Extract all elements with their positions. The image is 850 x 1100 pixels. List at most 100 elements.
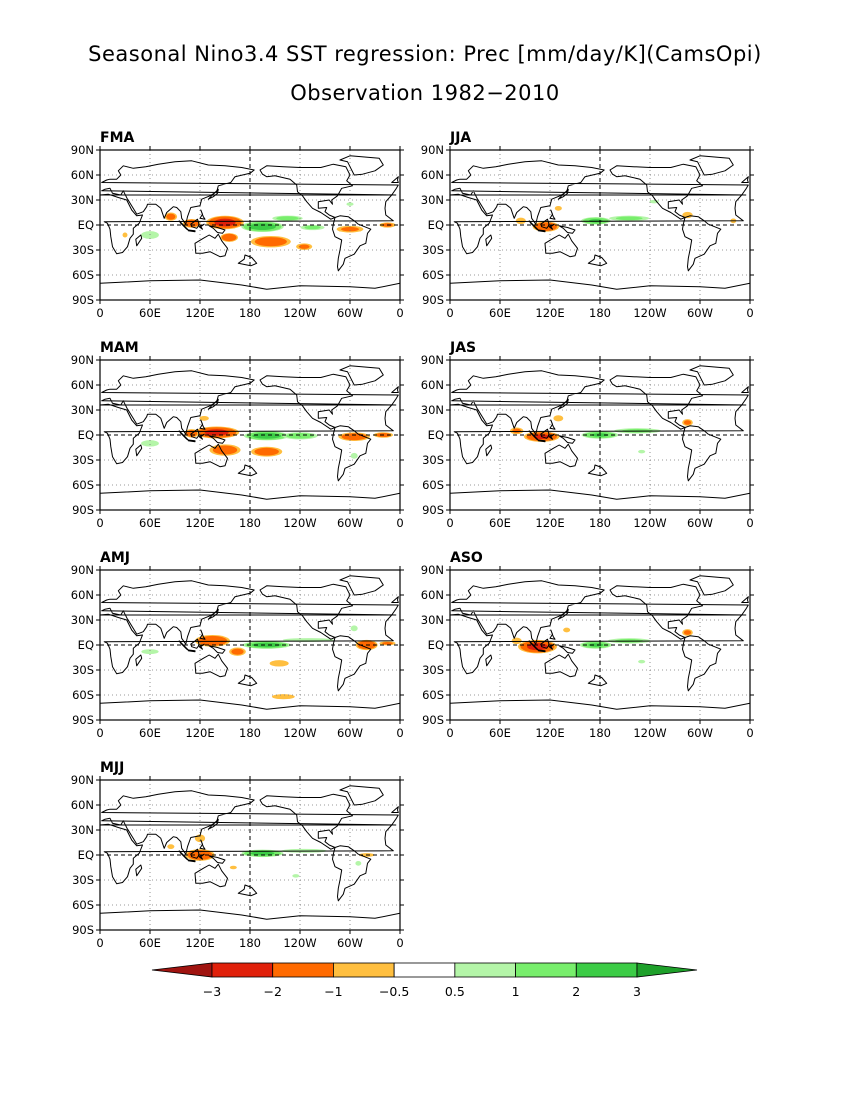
anomaly-region bbox=[249, 223, 276, 231]
lat-tick-label: 30S bbox=[422, 243, 444, 257]
lat-tick-label: 90N bbox=[71, 563, 94, 577]
figure-subtitle: Observation 1982−2010 bbox=[290, 81, 560, 105]
lon-tick-label: 60W bbox=[687, 516, 713, 530]
anomaly-region bbox=[350, 452, 358, 459]
anomaly-region bbox=[254, 237, 287, 247]
anomaly-region bbox=[167, 844, 175, 850]
lat-tick-label: 90S bbox=[422, 503, 444, 517]
lon-tick-label: 0 bbox=[446, 306, 453, 320]
lat-tick-label: 60S bbox=[72, 268, 94, 282]
lat-tick-label: 60S bbox=[72, 688, 94, 702]
anomaly-region bbox=[197, 635, 228, 646]
anomaly-region bbox=[141, 649, 159, 655]
anomaly-region bbox=[563, 627, 571, 633]
colorbar-segment bbox=[393, 962, 456, 978]
lon-tick-label: 60W bbox=[337, 936, 363, 950]
anomaly-region bbox=[682, 211, 693, 219]
lat-tick-label: 90S bbox=[72, 713, 94, 727]
anomaly-region bbox=[251, 642, 282, 648]
colorbar-segment bbox=[211, 962, 274, 978]
lon-tick-label: 120E bbox=[535, 726, 564, 740]
coastlines bbox=[100, 575, 400, 720]
lat-tick-label: EQ bbox=[78, 428, 94, 442]
panel-title: ASO bbox=[450, 550, 483, 566]
coastlines bbox=[450, 365, 750, 510]
lat-tick-label: EQ bbox=[78, 638, 94, 652]
lon-tick-label: 60W bbox=[687, 726, 713, 740]
lat-tick-label: 90N bbox=[421, 563, 444, 577]
lat-tick-label: 60N bbox=[421, 588, 444, 602]
lon-tick-label: 0 bbox=[96, 936, 103, 950]
coastlines bbox=[450, 575, 750, 720]
lon-tick-label: 0 bbox=[396, 306, 403, 320]
coastlines bbox=[100, 365, 400, 510]
lat-tick-label: 30N bbox=[71, 403, 94, 417]
lon-tick-label: 0 bbox=[746, 306, 753, 320]
lat-tick-label: 90N bbox=[421, 143, 444, 157]
anomaly-region bbox=[269, 660, 289, 667]
anomaly-region bbox=[298, 244, 310, 249]
anomaly-region bbox=[250, 851, 275, 856]
lon-tick-label: 60E bbox=[139, 936, 161, 950]
anomaly-region bbox=[346, 202, 354, 206]
panel-title: MJJ bbox=[100, 760, 124, 776]
shading-layer bbox=[515, 199, 737, 232]
lon-tick-label: 60W bbox=[337, 516, 363, 530]
lon-tick-label: 0 bbox=[746, 516, 753, 530]
anomaly-region bbox=[231, 648, 244, 655]
panel-title: AMJ bbox=[100, 550, 130, 566]
lon-tick-label: 0 bbox=[746, 726, 753, 740]
lat-tick-label: 60S bbox=[422, 268, 444, 282]
colorbar-segment bbox=[454, 962, 516, 978]
anomaly-region bbox=[638, 449, 646, 454]
anomaly-region bbox=[588, 643, 604, 647]
lon-tick-label: 120E bbox=[185, 936, 214, 950]
colorbar-label: 1 bbox=[512, 984, 520, 999]
anomaly-region bbox=[252, 432, 282, 439]
lat-tick-label: 60S bbox=[72, 478, 94, 492]
lon-tick-label: 180 bbox=[239, 516, 261, 530]
colorbar-segment bbox=[272, 962, 334, 978]
lon-tick-label: 180 bbox=[239, 306, 261, 320]
anomaly-region bbox=[683, 630, 692, 635]
lat-tick-label: 90S bbox=[72, 293, 94, 307]
colorbar-segment bbox=[151, 962, 213, 978]
coastlines bbox=[450, 155, 750, 300]
lat-tick-label: EQ bbox=[428, 638, 444, 652]
panel-title: JAS bbox=[449, 340, 476, 356]
lat-tick-label: 90S bbox=[72, 503, 94, 517]
lat-tick-label: 60N bbox=[71, 378, 94, 392]
lon-tick-label: 60E bbox=[139, 516, 161, 530]
shading-layer bbox=[141, 415, 394, 459]
lon-tick-label: 60W bbox=[337, 726, 363, 740]
lat-tick-label: 30S bbox=[72, 873, 94, 887]
lat-tick-label: 60S bbox=[72, 898, 94, 912]
shading-layer bbox=[122, 202, 396, 251]
colorbar-segment bbox=[333, 962, 395, 978]
lat-tick-label: 60S bbox=[422, 478, 444, 492]
lon-tick-label: 120W bbox=[283, 306, 316, 320]
lat-tick-label: 60S bbox=[422, 688, 444, 702]
lon-tick-label: 0 bbox=[396, 516, 403, 530]
colorbar-label: 2 bbox=[572, 984, 580, 999]
lat-tick-label: 90N bbox=[71, 143, 94, 157]
anomaly-region bbox=[286, 433, 314, 439]
lat-tick-label: 60N bbox=[421, 378, 444, 392]
lat-tick-label: EQ bbox=[78, 848, 94, 862]
lon-tick-label: 0 bbox=[96, 516, 103, 530]
colorbar-label: −2 bbox=[263, 984, 281, 999]
lat-tick-label: 30N bbox=[421, 403, 444, 417]
lon-tick-label: 120W bbox=[283, 726, 316, 740]
lon-tick-label: 180 bbox=[239, 726, 261, 740]
lon-tick-label: 120E bbox=[185, 516, 214, 530]
lon-tick-label: 180 bbox=[589, 516, 611, 530]
anomaly-region bbox=[554, 205, 562, 211]
lat-tick-label: 30N bbox=[71, 193, 94, 207]
